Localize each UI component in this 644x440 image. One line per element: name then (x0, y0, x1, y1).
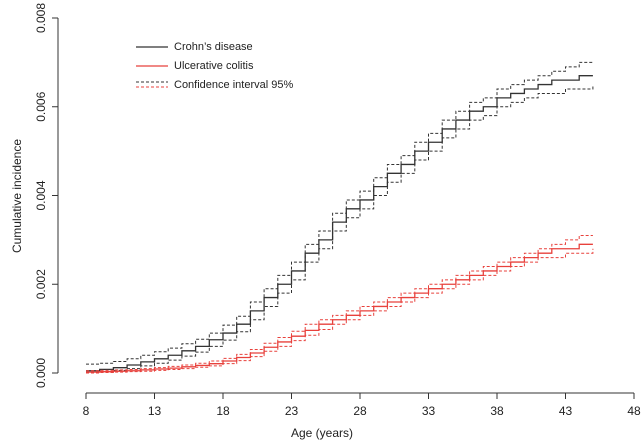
x-tick-label: 38 (490, 404, 504, 418)
legend-label: Crohn’s disease (174, 41, 253, 53)
y-tick-label: 0.008 (34, 3, 48, 33)
x-axis-label: Age (years) (291, 426, 353, 440)
ci-lower-line (86, 248, 594, 374)
y-tick-label: 0.004 (34, 180, 48, 210)
x-tick-label: 28 (353, 404, 367, 418)
ci-lower-line (86, 84, 594, 374)
x-tick-label: 48 (627, 404, 641, 418)
x-tick-label: 13 (148, 404, 162, 418)
y-axis-label: Cumulative incidence (10, 139, 24, 253)
y-tick-label: 0.000 (34, 358, 48, 388)
ci-upper-line (86, 234, 593, 372)
x-tick-label: 8 (83, 404, 90, 418)
ci-upper-line (86, 61, 593, 365)
x-tick-label: 33 (422, 404, 436, 418)
x-tick-label: 43 (559, 404, 573, 418)
y-tick-label: 0.006 (34, 91, 48, 121)
legend-label: Confidence interval 95% (174, 79, 293, 91)
step-line (86, 243, 593, 373)
step-line (86, 75, 593, 372)
legend-label: Ulcerative colitis (174, 60, 254, 72)
y-tick-label: 0.002 (34, 269, 48, 299)
x-tick-label: 23 (285, 404, 299, 418)
x-tick-label: 18 (216, 404, 230, 418)
